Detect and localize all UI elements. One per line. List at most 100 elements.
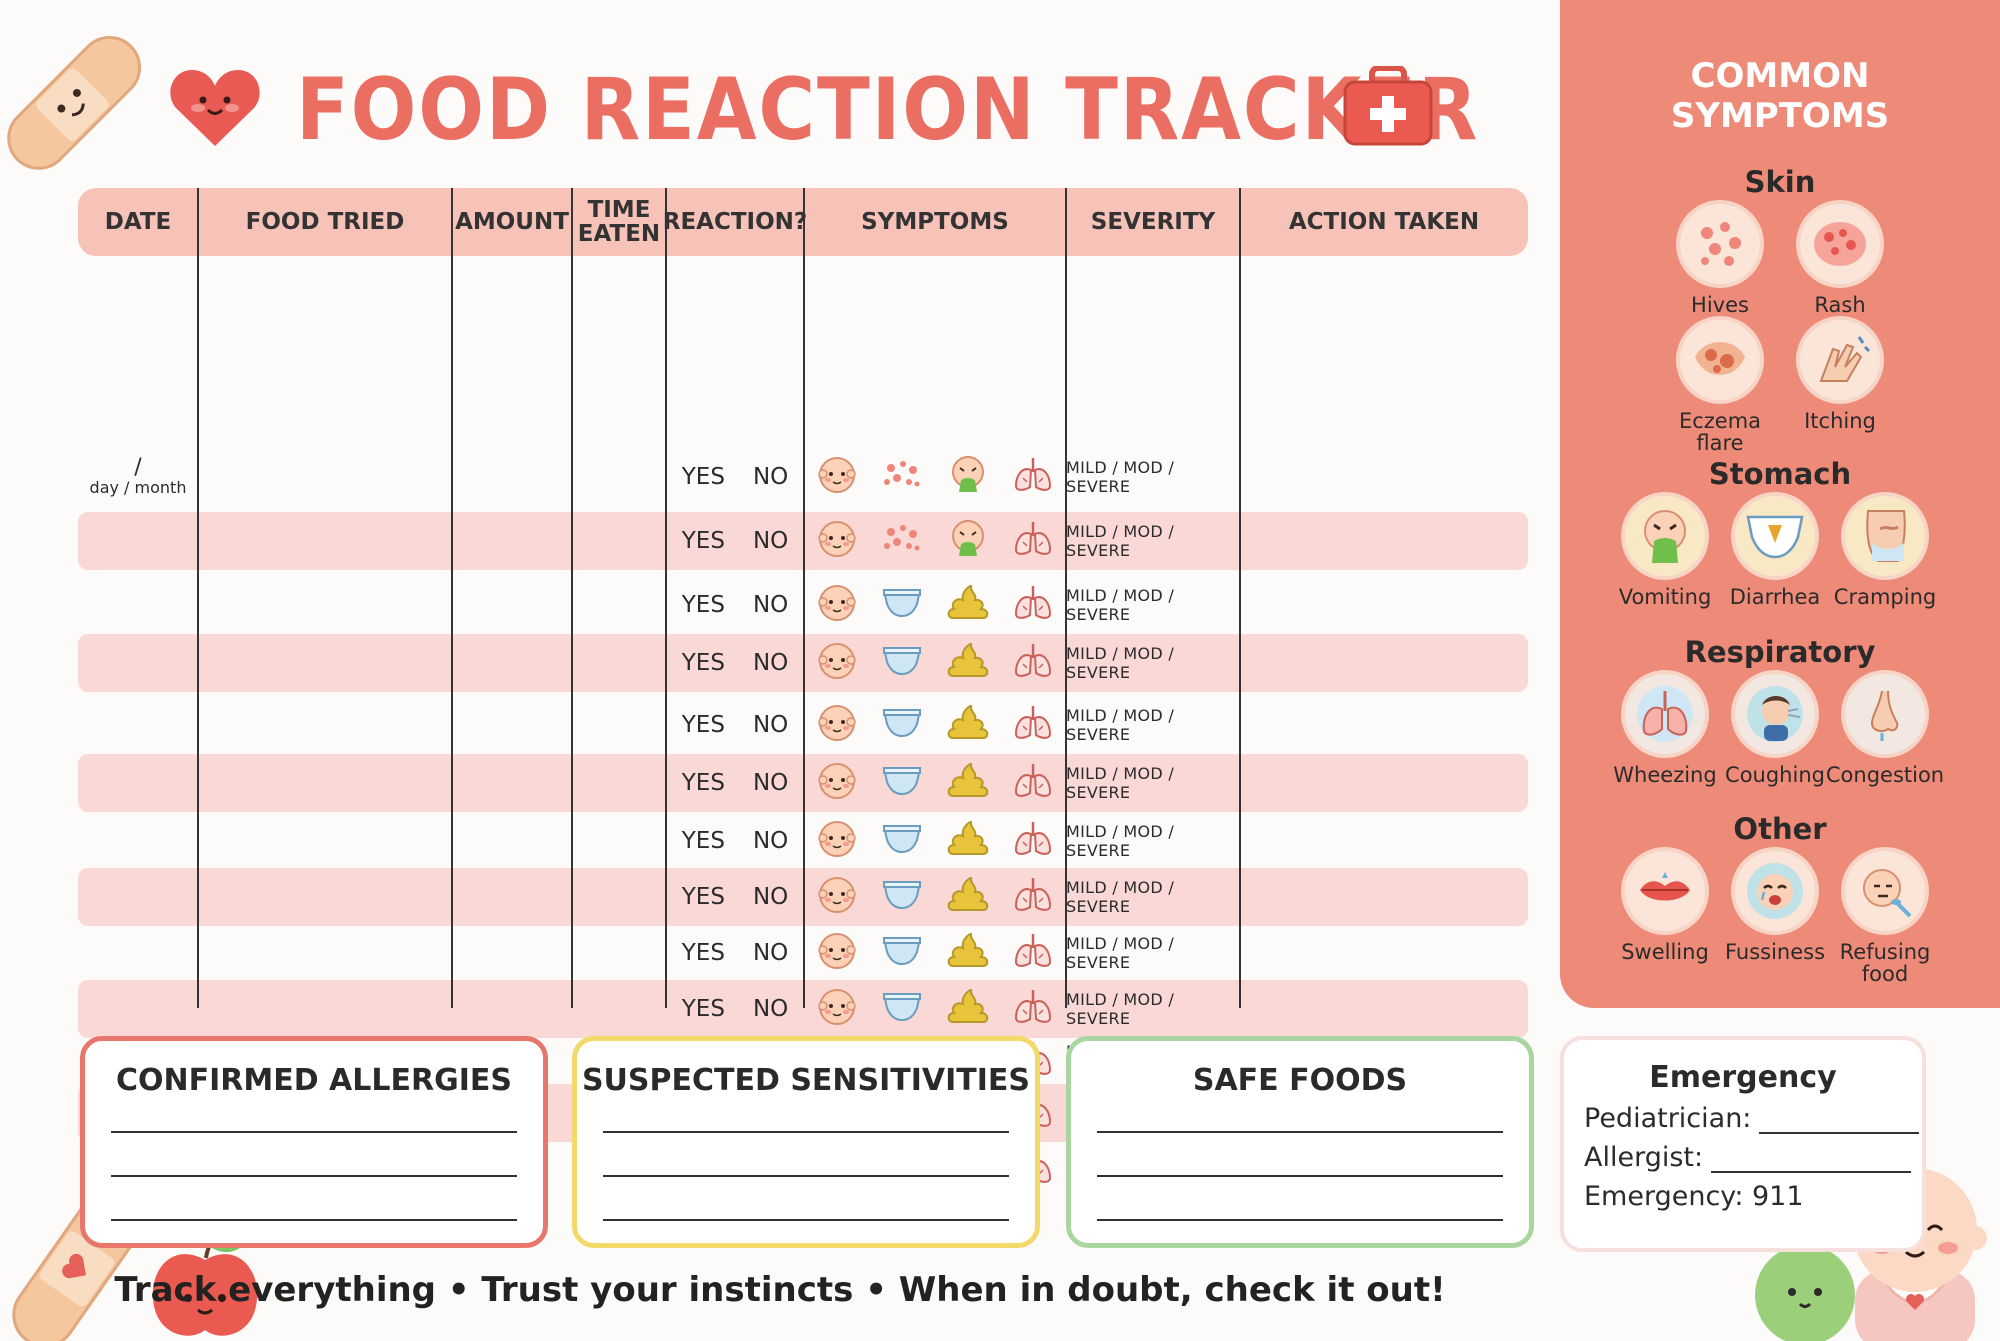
action-taken-cell[interactable] [1240,512,1528,570]
amount-cell[interactable] [452,754,572,812]
food-tried-cell[interactable] [198,754,452,812]
poop-icon[interactable] [945,640,991,686]
severity-cell[interactable]: MILD / MOD / SEVERE [1066,586,1175,624]
yes-option[interactable]: YES [681,592,725,618]
yes-option[interactable]: YES [681,940,725,966]
baby-face-icon[interactable] [814,582,860,628]
poop-icon[interactable] [945,702,991,748]
baby-face-icon[interactable] [814,518,860,564]
hives-icon[interactable] [879,454,925,500]
baby-face-icon[interactable] [814,930,860,976]
severity-cell[interactable]: MILD / MOD / SEVERE [1066,644,1175,682]
time-eaten-cell[interactable] [572,634,666,692]
yes-option[interactable]: YES [681,996,725,1022]
time-eaten-cell[interactable] [572,812,666,870]
action-taken-cell[interactable] [1240,812,1528,870]
yes-option[interactable]: YES [681,650,725,676]
no-option[interactable]: NO [752,712,789,738]
action-taken-cell[interactable] [1240,924,1528,982]
severity-cell[interactable]: MILD / MOD / SEVERE [1066,878,1175,916]
amount-cell[interactable] [452,812,572,870]
date-cell[interactable] [78,868,198,926]
baby-face-icon[interactable] [814,760,860,806]
no-option[interactable]: NO [752,770,789,796]
food-tried-cell[interactable] [198,980,452,1038]
action-taken-cell[interactable] [1240,754,1528,812]
time-eaten-cell[interactable] [572,576,666,634]
food-tried-cell[interactable] [198,696,452,754]
diaper-icon[interactable] [879,986,925,1032]
diaper-icon[interactable] [879,874,925,920]
no-option[interactable]: NO [752,996,789,1022]
vomit-icon[interactable] [945,518,991,564]
amount-cell[interactable] [452,634,572,692]
action-taken-cell[interactable] [1240,448,1528,506]
time-eaten-cell[interactable] [572,696,666,754]
yes-option[interactable]: YES [681,828,725,854]
no-option[interactable]: NO [752,884,789,910]
amount-cell[interactable] [452,576,572,634]
lungs-icon[interactable] [1010,874,1056,920]
severity-cell[interactable]: MILD / MOD / SEVERE [1066,706,1175,744]
allergist-field[interactable]: Allergist: [1584,1142,1922,1173]
time-eaten-cell[interactable] [572,512,666,570]
baby-face-icon[interactable] [814,818,860,864]
date-cell[interactable] [78,634,198,692]
food-tried-cell[interactable] [198,812,452,870]
action-taken-cell[interactable] [1240,634,1528,692]
amount-cell[interactable] [452,924,572,982]
date-cell[interactable] [78,754,198,812]
amount-cell[interactable] [452,512,572,570]
severity-cell[interactable]: MILD / MOD / SEVERE [1066,522,1175,560]
poop-icon[interactable] [945,760,991,806]
lungs-icon[interactable] [1010,582,1056,628]
yes-option[interactable]: YES [681,884,725,910]
time-eaten-cell[interactable] [572,868,666,926]
yes-option[interactable]: YES [681,464,725,490]
amount-cell[interactable] [452,448,572,506]
yes-option[interactable]: YES [681,528,725,554]
date-cell[interactable] [78,576,198,634]
action-taken-cell[interactable] [1240,868,1528,926]
no-option[interactable]: NO [752,464,789,490]
safe-foods-box[interactable]: SAFE FOODS [1066,1036,1534,1248]
vomit-icon[interactable] [945,454,991,500]
baby-face-icon[interactable] [814,986,860,1032]
suspected-sensitivities-box[interactable]: SUSPECTED SENSITIVITIES [572,1036,1040,1248]
food-tried-cell[interactable] [198,868,452,926]
no-option[interactable]: NO [752,940,789,966]
food-tried-cell[interactable] [198,448,452,506]
food-tried-cell[interactable] [198,924,452,982]
poop-icon[interactable] [945,986,991,1032]
date-cell[interactable]: / day / month [78,448,198,506]
lungs-icon[interactable] [1010,640,1056,686]
lungs-icon[interactable] [1010,454,1056,500]
lungs-icon[interactable] [1010,930,1056,976]
poop-icon[interactable] [945,874,991,920]
time-eaten-cell[interactable] [572,924,666,982]
no-option[interactable]: NO [752,528,789,554]
no-option[interactable]: NO [752,592,789,618]
pediatrician-field[interactable]: Pediatrician: [1584,1103,1922,1134]
yes-option[interactable]: YES [681,712,725,738]
poop-icon[interactable] [945,582,991,628]
date-cell[interactable] [78,696,198,754]
time-eaten-cell[interactable] [572,980,666,1038]
date-cell[interactable] [78,512,198,570]
baby-face-icon[interactable] [814,702,860,748]
date-cell[interactable] [78,980,198,1038]
lungs-icon[interactable] [1010,760,1056,806]
time-eaten-cell[interactable] [572,448,666,506]
no-option[interactable]: NO [752,828,789,854]
baby-face-icon[interactable] [814,874,860,920]
lungs-icon[interactable] [1010,702,1056,748]
no-option[interactable]: NO [752,650,789,676]
diaper-icon[interactable] [879,582,925,628]
baby-face-icon[interactable] [814,454,860,500]
baby-face-icon[interactable] [814,640,860,686]
food-tried-cell[interactable] [198,512,452,570]
diaper-icon[interactable] [879,702,925,748]
action-taken-cell[interactable] [1240,696,1528,754]
date-cell[interactable] [78,812,198,870]
diaper-icon[interactable] [879,640,925,686]
